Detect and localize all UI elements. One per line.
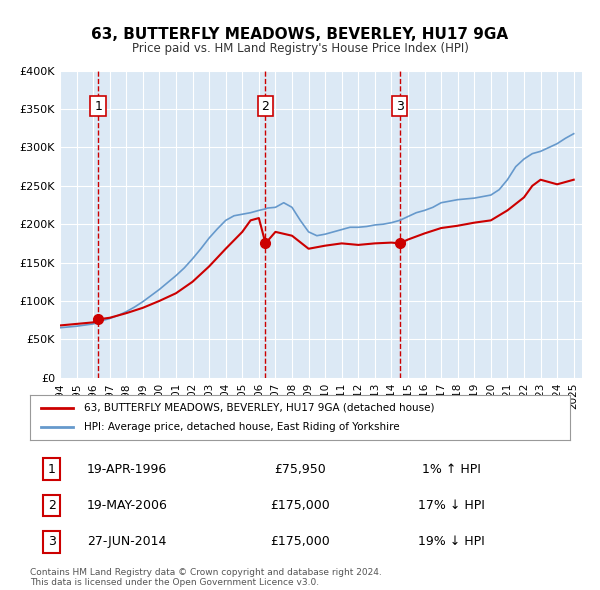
Text: £175,000: £175,000 xyxy=(270,535,330,548)
Text: Contains HM Land Registry data © Crown copyright and database right 2024.: Contains HM Land Registry data © Crown c… xyxy=(30,568,382,576)
Text: 2: 2 xyxy=(47,499,56,512)
Text: 1: 1 xyxy=(47,463,56,476)
Text: 1% ↑ HPI: 1% ↑ HPI xyxy=(422,463,481,476)
Text: This data is licensed under the Open Government Licence v3.0.: This data is licensed under the Open Gov… xyxy=(30,578,319,587)
Text: 3: 3 xyxy=(47,535,56,548)
Text: 19-APR-1996: 19-APR-1996 xyxy=(87,463,167,476)
Text: £175,000: £175,000 xyxy=(270,499,330,512)
Text: 17% ↓ HPI: 17% ↓ HPI xyxy=(418,499,485,512)
Text: 2: 2 xyxy=(262,100,269,113)
Text: Price paid vs. HM Land Registry's House Price Index (HPI): Price paid vs. HM Land Registry's House … xyxy=(131,42,469,55)
Text: £75,950: £75,950 xyxy=(274,463,326,476)
Text: 3: 3 xyxy=(396,100,404,113)
Text: 19% ↓ HPI: 19% ↓ HPI xyxy=(418,535,485,548)
Text: 27-JUN-2014: 27-JUN-2014 xyxy=(88,535,167,548)
Text: 63, BUTTERFLY MEADOWS, BEVERLEY, HU17 9GA: 63, BUTTERFLY MEADOWS, BEVERLEY, HU17 9G… xyxy=(91,27,509,41)
Text: HPI: Average price, detached house, East Riding of Yorkshire: HPI: Average price, detached house, East… xyxy=(84,422,400,432)
Text: 1: 1 xyxy=(94,100,102,113)
Text: 63, BUTTERFLY MEADOWS, BEVERLEY, HU17 9GA (detached house): 63, BUTTERFLY MEADOWS, BEVERLEY, HU17 9G… xyxy=(84,403,434,412)
Text: 19-MAY-2006: 19-MAY-2006 xyxy=(87,499,167,512)
